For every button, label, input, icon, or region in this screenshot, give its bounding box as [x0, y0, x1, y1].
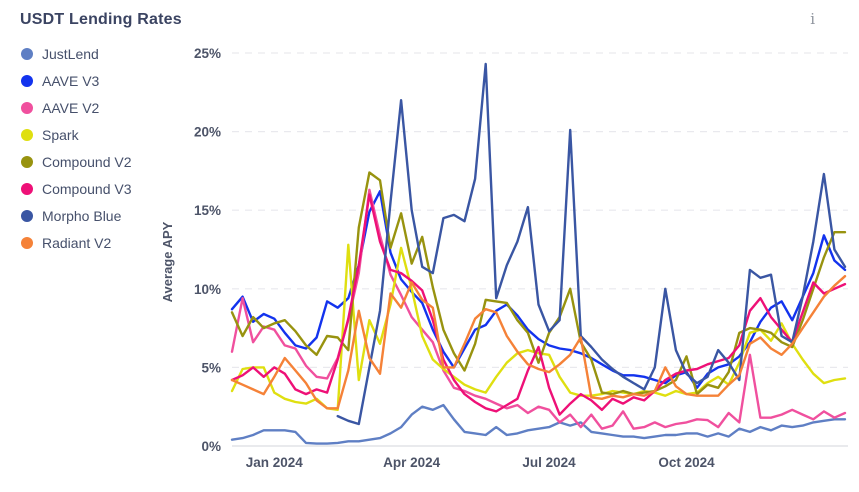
legend-dot-icon — [21, 47, 33, 60]
series-line-radiant-v2 — [230, 275, 847, 410]
x-tick-label: Jan 2024 — [246, 455, 304, 470]
chart-legend: JustLend AAVE V3 AAVE V2 Spark Compound V2 Co… — [21, 40, 132, 256]
series-line-spark — [230, 243, 847, 411]
legend-label: AAVE V2 — [42, 99, 100, 116]
legend-item-morpho-blue[interactable]: Morpho Blue — [21, 202, 132, 229]
legend-label: JustLend — [42, 45, 99, 62]
legend-item-compound-v3[interactable]: Compound V3 — [21, 175, 132, 202]
legend-item-justlend[interactable]: JustLend — [21, 40, 132, 67]
legend-dot-icon — [21, 236, 33, 249]
legend-item-radiant-v2[interactable]: Radiant V2 — [21, 229, 132, 256]
page-title: USDT Lending Rates — [20, 11, 182, 28]
legend-dot-icon — [21, 101, 33, 114]
y-tick-label: 20% — [194, 125, 221, 140]
series-line-justlend — [230, 403, 847, 445]
series-line-aave-v3 — [230, 190, 847, 389]
legend-item-spark[interactable]: Spark — [21, 121, 132, 148]
x-tick-label: Jul 2024 — [522, 455, 576, 470]
legend-label: Radiant V2 — [42, 234, 112, 251]
x-tick-label: Apr 2024 — [383, 455, 441, 470]
legend-dot-icon — [21, 209, 33, 222]
legend-label: Compound V2 — [42, 153, 132, 170]
legend-label: Morpho Blue — [42, 207, 122, 224]
y-tick-label: 5% — [201, 360, 221, 375]
y-tick-label: 0% — [201, 439, 221, 454]
series-line-compound-v2 — [230, 171, 847, 396]
series-line-aave-v2 — [230, 188, 847, 430]
legend-item-aave-v3[interactable]: AAVE V3 — [21, 67, 132, 94]
legend-dot-icon — [21, 155, 33, 168]
y-tick-label: 15% — [194, 203, 221, 218]
legend-label: Spark — [42, 126, 79, 143]
legend-dot-icon — [21, 128, 33, 141]
y-axis-title: Average APY — [160, 221, 175, 302]
series-line-morpho-blue — [336, 62, 847, 426]
legend-dot-icon — [21, 74, 33, 87]
legend-dot-icon — [21, 182, 33, 195]
y-tick-label: 25% — [194, 46, 221, 61]
legend-label: AAVE V3 — [42, 72, 100, 89]
y-tick-label: 10% — [194, 282, 221, 297]
legend-item-compound-v2[interactable]: Compound V2 — [21, 148, 132, 175]
x-tick-label: Oct 2024 — [658, 455, 715, 470]
legend-item-aave-v2[interactable]: AAVE V2 — [21, 94, 132, 121]
legend-label: Compound V3 — [42, 180, 132, 197]
info-icon[interactable]: i — [810, 10, 815, 28]
